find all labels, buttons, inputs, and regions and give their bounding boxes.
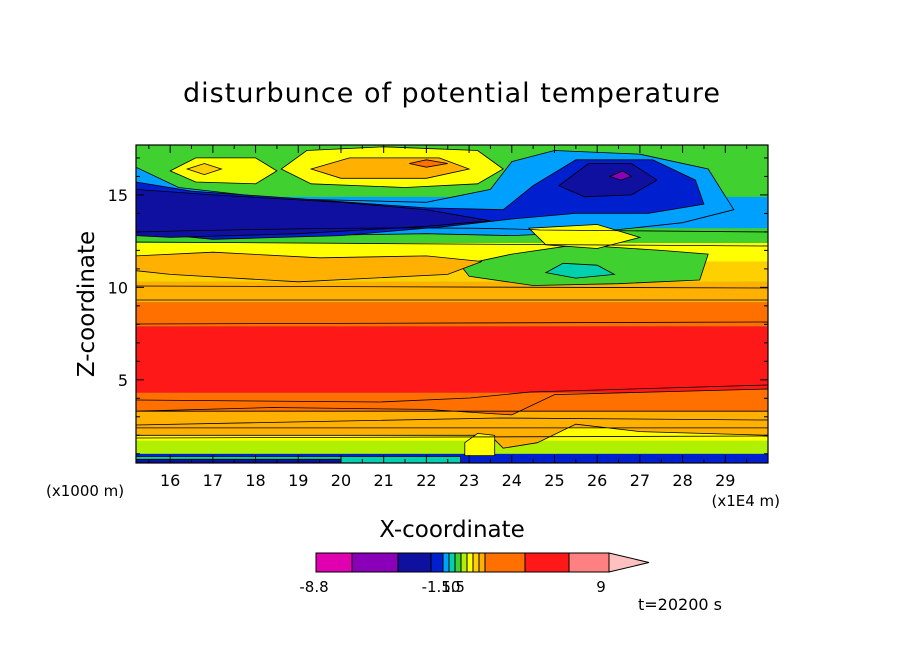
contour-line [136,321,768,325]
colorbar-label: 1.5 [441,578,465,596]
contour-line [136,384,768,403]
colorbar-segment [466,552,474,573]
colorbar-segment [315,552,353,573]
colorbar-label: -1.50 [422,578,461,596]
x-tick-label: 19 [288,471,308,490]
colorbar-label: -8.8 [299,578,328,596]
colorbar-segment [472,552,480,573]
contour-region [608,170,633,181]
contour-line [136,285,768,289]
x-tick-label: 25 [544,471,564,490]
contour-region [185,163,223,176]
colorbar-segment [442,552,450,573]
contour-region [464,432,496,457]
contour-region [558,163,658,198]
colorbar-arrow [608,552,650,573]
x-tick-label: 26 [587,471,607,490]
y-tick-label: 15 [108,186,128,205]
x-tick-label: 20 [331,471,351,490]
plot-frame [135,144,769,464]
contour-region [544,262,616,279]
contour-lines [136,227,768,439]
contour-band [136,440,768,454]
contour-line [136,417,768,426]
x-axis-label: X-coordinate [379,517,525,543]
contour-region [169,157,278,185]
contour-band [136,411,768,428]
x-tick-label: 17 [203,471,223,490]
colorbar-segment [478,552,486,573]
colorbar-segment [351,552,399,573]
contour-line [136,241,768,247]
y-axis-label: Z-coordinate [74,231,100,377]
contour-line [136,435,768,439]
colorbar-segment [524,552,570,573]
x-tick-label: 16 [160,471,180,490]
colorbar-segment [454,552,462,573]
colorbar: -8.8 -1.501.5 9 [299,552,650,596]
contour-region [136,251,483,283]
y-tick-label: 5 [118,371,128,390]
y-axis-ticks: 5 10 15 [108,157,768,455]
contour-plot-area [136,145,768,463]
x-tick-label: 28 [672,471,692,490]
contour-band [136,326,768,393]
contour-region [136,388,768,416]
colorbar-segment [484,552,526,573]
contour-line [136,227,768,233]
colorbar-segment [460,552,468,573]
x-axis-ticks: 16 17 18 19 20 21 22 23 24 25 26 27 28 29 [148,145,748,490]
colorbar-segment [430,552,444,573]
x-tick-label: 27 [630,471,650,490]
colorbar-segment [397,552,432,573]
colorbar-segment [568,552,610,573]
x-tick-label: 18 [245,471,265,490]
contour-region [136,188,491,238]
time-label: t=20200 s [638,595,722,614]
x-unit-left: (x1000 m) [46,482,124,500]
contour-band [136,281,768,303]
contour-region [136,423,768,449]
contour-region [409,159,448,168]
colorbar-segment [448,552,456,573]
colorbar-label: 9 [596,578,606,596]
x-tick-label: 29 [715,471,735,490]
x-tick-label: 23 [459,471,479,490]
x-tick-label: 22 [416,471,436,490]
y-tick-label: 10 [108,278,128,297]
x-tick-label: 24 [502,471,522,490]
contour-fills [136,145,768,463]
chart-title: disturbunce of potential temperature [183,78,721,109]
x-unit-right: (x1E4 m) [711,492,780,510]
x-tick-label: 21 [373,471,393,490]
